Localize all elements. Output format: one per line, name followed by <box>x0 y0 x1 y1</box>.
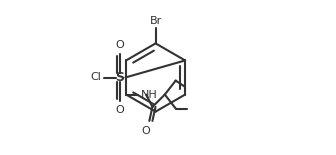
Text: Cl: Cl <box>90 73 101 82</box>
Text: Br: Br <box>150 16 162 26</box>
Text: S: S <box>116 71 124 84</box>
Text: O: O <box>116 105 124 115</box>
Text: O: O <box>142 126 151 136</box>
Text: O: O <box>116 40 124 50</box>
Text: NH: NH <box>141 90 158 100</box>
